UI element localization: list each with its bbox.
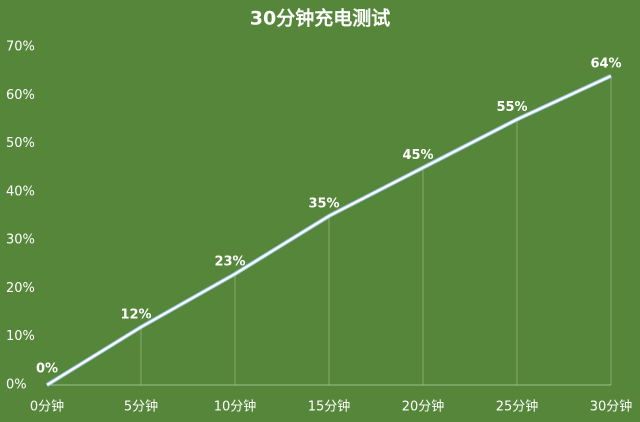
y-tick-label: 0% — [6, 378, 27, 393]
x-tick-label: 5分钟 — [124, 399, 158, 415]
x-tick-label: 0分钟 — [30, 399, 64, 415]
x-tick-label: 20分钟 — [402, 399, 445, 415]
y-tick-label: 40% — [6, 184, 35, 199]
data-label: 55% — [496, 100, 527, 115]
y-tick-label: 60% — [6, 88, 35, 103]
x-tick-label: 15分钟 — [308, 399, 351, 415]
data-label: 64% — [590, 56, 621, 71]
data-label: 45% — [402, 148, 433, 163]
x-tick-label: 10分钟 — [214, 399, 257, 415]
data-label: 35% — [308, 197, 339, 212]
y-tick-label: 30% — [6, 233, 35, 248]
data-label: 12% — [120, 308, 151, 323]
data-label: 23% — [214, 254, 245, 269]
chart-title: 30分钟充电测试 — [250, 7, 390, 30]
y-tick-label: 70% — [6, 40, 35, 55]
data-label: 0% — [36, 362, 58, 377]
y-tick-label: 50% — [6, 136, 35, 151]
y-tick-label: 20% — [6, 281, 35, 296]
line — [46, 75, 612, 386]
x-tick-label: 30分钟 — [590, 399, 633, 415]
y-tick-label: 10% — [6, 329, 35, 344]
x-tick-label: 25分钟 — [496, 399, 539, 415]
